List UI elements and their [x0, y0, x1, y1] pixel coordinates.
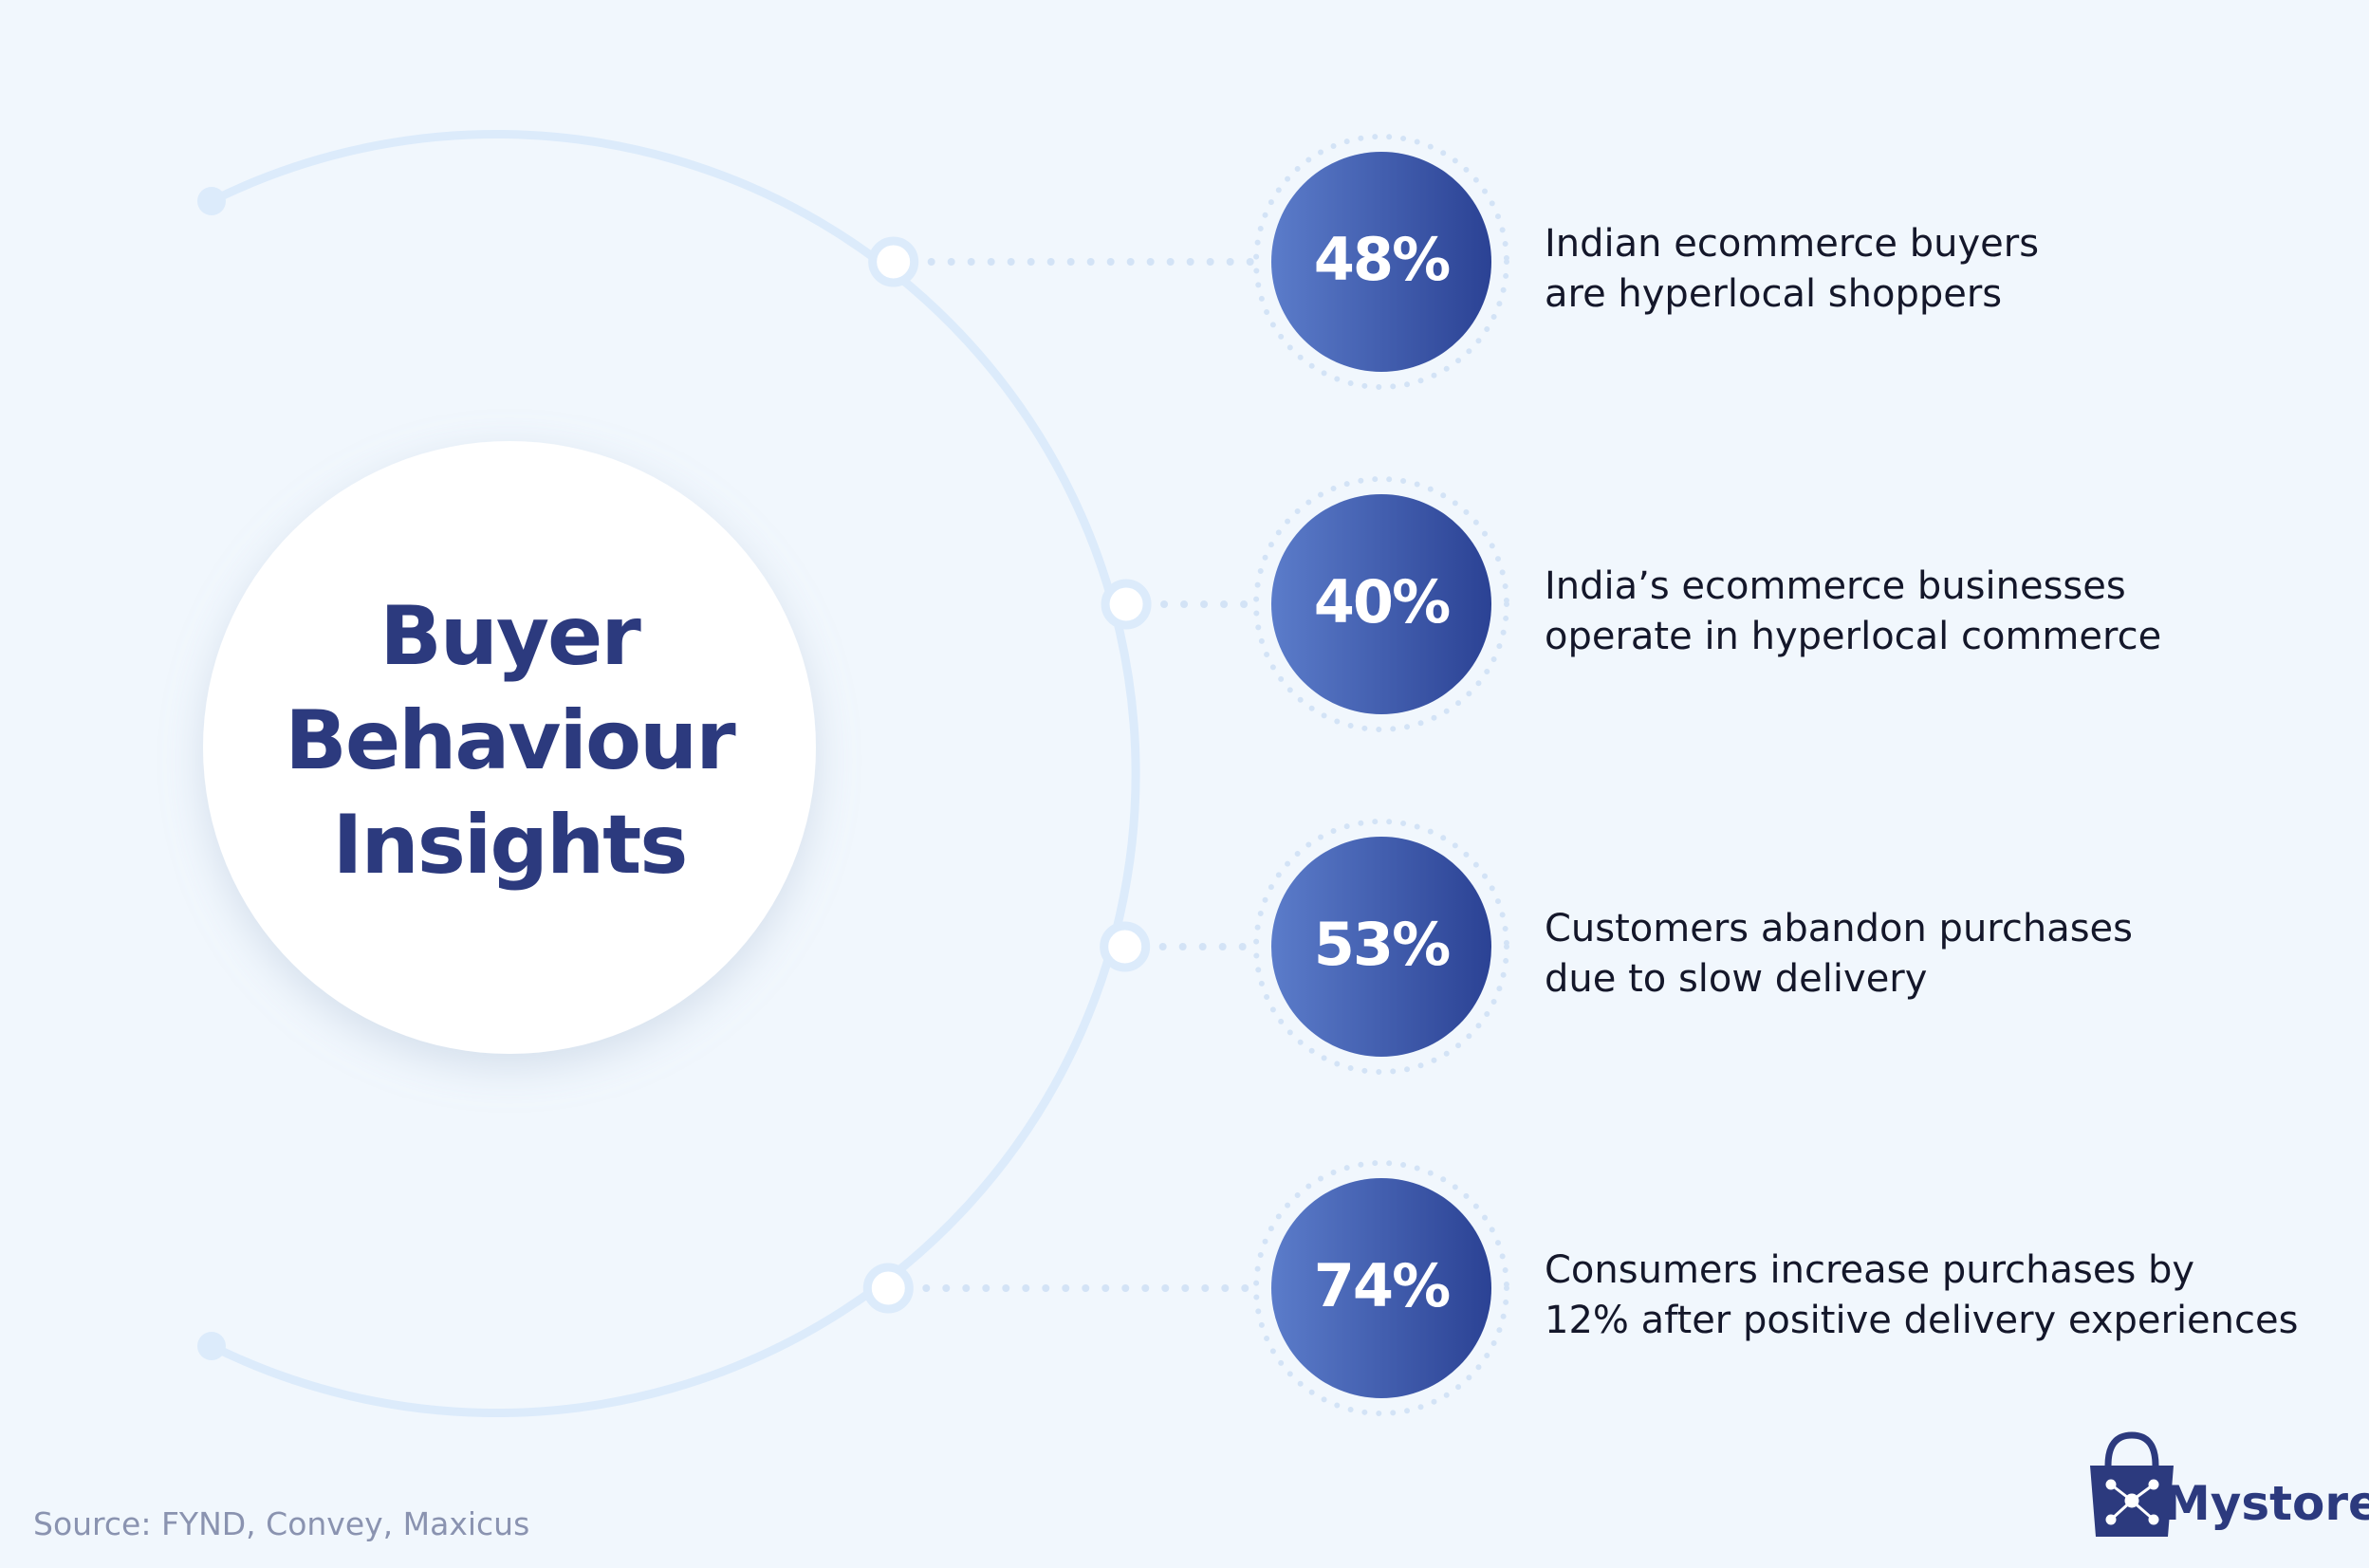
stat-description: operate in hyperlocal commerce	[1545, 615, 2161, 658]
stat-value: 48%	[1314, 225, 1450, 294]
dotted-ring	[1253, 134, 1509, 390]
arc-node	[1101, 579, 1152, 630]
title-line: Buyer	[379, 589, 641, 684]
title-line: Behaviour	[285, 693, 736, 788]
arc-end-dot	[197, 187, 226, 215]
stat-value: 40%	[1314, 567, 1450, 636]
dotted-ring	[1253, 819, 1509, 1075]
title-circle	[203, 441, 816, 1054]
stat-description: Consumers increase purchases by	[1545, 1248, 2194, 1292]
stat-description: 12% after positive delivery experiences	[1545, 1299, 2298, 1342]
title-line: Insights	[333, 798, 687, 893]
dotted-ring	[1253, 1160, 1509, 1416]
arc-node	[868, 236, 919, 287]
stats-list: 48% Indian ecommerce buyers are hyperlocal…	[862, 134, 2298, 1416]
connector-arc	[210, 130, 1140, 1417]
source-note: Source: FYND, Convey, Maxicus	[33, 1505, 529, 1542]
arc-node	[1100, 921, 1151, 972]
arc-node	[862, 1263, 914, 1314]
brand-name: Mystore	[2163, 1476, 2369, 1531]
arc-end-dot	[197, 1332, 226, 1360]
dotted-ring	[1253, 476, 1509, 732]
stat-description: are hyperlocal shoppers	[1545, 272, 2002, 316]
brand-logo: Mystore	[2090, 1431, 2369, 1537]
stat-description: Indian ecommerce buyers	[1545, 222, 2039, 266]
stat-circle	[1271, 1178, 1491, 1398]
stat-description: India’s ecommerce businesses	[1545, 564, 2126, 608]
stat-value: 53%	[1314, 910, 1450, 979]
stat-circle	[1271, 837, 1491, 1057]
stat-description: due to slow delivery	[1545, 957, 1927, 1001]
stat-circle	[1271, 494, 1491, 714]
stat-description: Customers abandon purchases	[1545, 907, 2133, 950]
stat-value: 74%	[1314, 1251, 1450, 1320]
stat-circle	[1271, 152, 1491, 372]
